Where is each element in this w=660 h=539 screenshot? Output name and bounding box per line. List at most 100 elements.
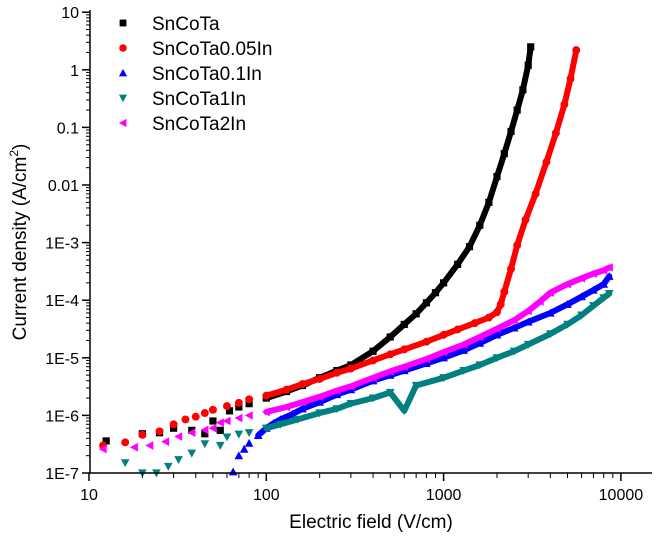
y-tick-label: 1E-5 <box>45 351 79 368</box>
data-point <box>222 416 231 426</box>
data-point <box>216 426 224 434</box>
legend-item: SnCoTa <box>119 14 220 35</box>
data-point <box>244 438 254 447</box>
x-tick-label: 100 <box>253 487 280 504</box>
data-point <box>475 332 484 342</box>
data-point <box>439 374 448 383</box>
y-tick-label: 1E-3 <box>45 236 79 253</box>
data-point <box>604 263 613 272</box>
data-point <box>235 403 243 411</box>
data-point <box>599 279 609 288</box>
legend-label: SnCoTa0.1In <box>152 64 262 85</box>
data-point <box>507 264 515 273</box>
data-point <box>215 418 224 427</box>
legend-label: SnCoTa0.05In <box>152 39 272 60</box>
data-point <box>234 451 244 460</box>
y-tick-label: 1E-7 <box>45 466 79 483</box>
series-line <box>263 290 613 432</box>
data-point <box>493 172 501 181</box>
series-sncota1in <box>120 290 614 478</box>
data-point <box>551 129 560 137</box>
data-point <box>422 359 431 367</box>
data-point <box>169 420 178 429</box>
data-point <box>385 367 394 376</box>
data-point <box>577 292 586 301</box>
data-point <box>422 337 431 346</box>
data-point <box>523 317 533 326</box>
series-sncota0-05in <box>99 46 581 450</box>
y-tick-label: 0.1 <box>57 120 79 137</box>
data-point <box>509 315 518 325</box>
data-point <box>500 287 509 296</box>
data-point <box>293 415 302 424</box>
legend: SnCoTa SnCoTa0.05In SnCoTa0.1In SnCoTa1In Sn… <box>118 14 272 135</box>
legend-item: SnCoTa0.05In <box>119 39 272 60</box>
data-point <box>546 330 555 339</box>
data-point <box>459 340 468 349</box>
legend-marker-icon <box>119 19 127 27</box>
data-point <box>519 86 527 94</box>
data-point <box>239 444 249 453</box>
data-point <box>215 441 225 450</box>
data-point <box>542 158 551 167</box>
data-point <box>174 432 183 441</box>
data-point <box>346 400 356 408</box>
data-point <box>459 366 469 375</box>
y-axis-title: Current density (A/cm2) <box>7 144 31 341</box>
data-point <box>368 394 378 403</box>
data-point <box>399 407 409 416</box>
legend-label: SnCoTa1In <box>152 89 246 110</box>
data-point <box>422 354 431 364</box>
data-point <box>369 347 377 355</box>
data-point <box>535 297 544 306</box>
data-point <box>276 420 285 429</box>
data-point <box>572 46 581 55</box>
x-tick-label: 10 <box>80 487 98 504</box>
data-point <box>200 409 209 417</box>
data-point <box>465 243 474 251</box>
data-point <box>492 324 501 334</box>
data-point <box>439 330 448 339</box>
data-point <box>315 397 324 406</box>
data-point <box>386 333 394 341</box>
data-point <box>98 444 107 454</box>
data-point <box>492 354 502 363</box>
data-point <box>187 449 197 458</box>
data-point <box>531 189 540 198</box>
y-tick-label: 1E-4 <box>45 293 79 310</box>
data-point <box>604 271 614 280</box>
data-point <box>546 288 554 298</box>
data-point <box>523 306 532 316</box>
data-point <box>546 308 555 317</box>
y-axis-title-close: ) <box>10 144 31 150</box>
data-point <box>188 426 196 434</box>
data-point <box>560 100 569 109</box>
legend-marker-icon <box>119 44 127 52</box>
series-sncota2in <box>98 263 613 454</box>
legend-item: SnCoTa0.1In <box>118 64 262 85</box>
data-point <box>209 417 217 425</box>
data-point <box>161 437 170 446</box>
data-point <box>431 289 440 297</box>
data-point <box>523 340 533 349</box>
data-point <box>244 411 253 420</box>
data-point <box>604 290 614 298</box>
data-point <box>484 313 493 322</box>
data-point <box>492 330 502 339</box>
legend-marker-icon <box>118 94 128 103</box>
data-point <box>282 385 291 394</box>
data-point <box>524 61 532 69</box>
data-point <box>589 302 598 311</box>
x-tick-label: 10000 <box>599 487 644 504</box>
data-point <box>386 350 395 359</box>
data-point <box>120 459 130 468</box>
data-point <box>298 404 307 413</box>
series-sncota0-1in <box>228 271 614 476</box>
y-tick-label: 10 <box>61 5 79 22</box>
data-point <box>513 241 522 250</box>
data-point <box>439 353 448 362</box>
data-point <box>400 345 409 354</box>
data-point <box>385 370 395 379</box>
data-point <box>191 412 200 421</box>
